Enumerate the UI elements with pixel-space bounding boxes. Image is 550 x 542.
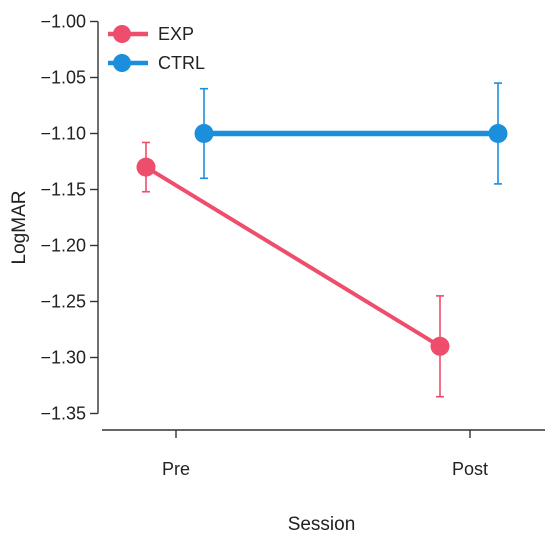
legend-item: EXP: [108, 24, 194, 44]
x-axis-title: Session: [288, 514, 356, 535]
y-axis-title: LogMAR: [9, 191, 30, 265]
data-point: [430, 336, 450, 356]
y-tick-label: −1.25: [40, 292, 86, 312]
data-point: [194, 124, 214, 143]
y-tick-label: −1.15: [40, 180, 86, 200]
series-layer: [136, 82, 508, 398]
y-tick-label: −1.20: [40, 236, 86, 256]
series-line: [144, 165, 442, 349]
legend-swatch-marker: [113, 54, 131, 72]
y-tick-label: −1.35: [40, 404, 86, 424]
y-axis: −1.00 −1.05 −1.10 −1.15 −1.20 −1.25 −1.30 −1.35: [40, 12, 99, 424]
y-tick-label: −1.10: [40, 124, 86, 144]
data-point: [488, 124, 508, 143]
legend-label: EXP: [158, 24, 194, 44]
x-tick-label: Post: [452, 459, 488, 479]
x-tick-label: Pre: [162, 459, 190, 479]
series-ctrl: [194, 82, 508, 185]
y-tick-label: −1.00: [40, 12, 86, 32]
data-point: [136, 157, 156, 177]
legend-label: CTRL: [158, 53, 205, 73]
series-exp: [136, 141, 450, 398]
legend-item: CTRL: [108, 53, 205, 73]
y-tick-label: −1.30: [40, 348, 86, 368]
x-axis: Pre Post: [102, 429, 545, 479]
legend-swatch-marker: [113, 25, 131, 43]
y-tick-label: −1.05: [40, 68, 86, 88]
legend: EXP CTRL: [108, 24, 205, 73]
